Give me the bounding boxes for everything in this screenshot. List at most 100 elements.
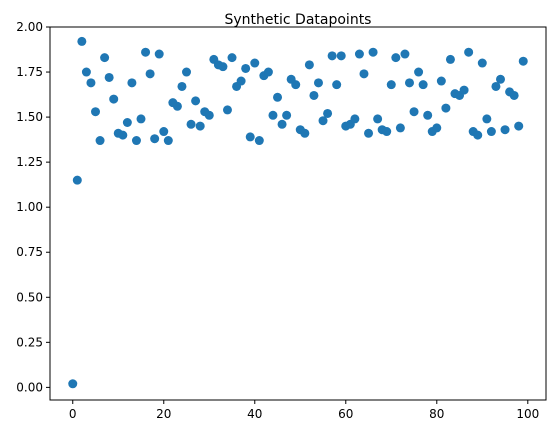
data-points (68, 36, 528, 389)
y-tick-label: 0.75 (16, 245, 43, 259)
data-point (364, 128, 374, 138)
data-point (268, 110, 278, 120)
data-point (172, 101, 182, 111)
data-point (163, 136, 173, 146)
data-point (218, 62, 228, 72)
y-tick-label: 0.25 (16, 335, 43, 349)
data-point (486, 127, 496, 137)
data-point (150, 134, 160, 144)
y-tick-label: 1.25 (16, 155, 43, 169)
x-tick-label: 0 (69, 407, 77, 421)
y-tick-label: 1.50 (16, 110, 43, 124)
data-point (104, 72, 114, 82)
data-point (395, 123, 405, 133)
data-point (359, 69, 369, 79)
data-point (191, 96, 201, 106)
data-point (482, 114, 492, 124)
data-point (441, 103, 451, 113)
data-point (195, 121, 205, 131)
x-axis: 0 20 40 60 80 100 (69, 400, 539, 421)
data-point (459, 85, 469, 95)
data-point (404, 78, 414, 88)
x-tick-label: 40 (247, 407, 262, 421)
data-point (409, 107, 419, 117)
data-point (418, 80, 428, 90)
data-point (122, 118, 132, 127)
data-point (131, 136, 141, 146)
data-point (204, 110, 214, 120)
data-point (227, 53, 237, 63)
data-point (186, 119, 196, 129)
y-axis: 0.00 0.25 0.50 0.75 1.00 1.25 1.50 1.75 2.00 (16, 20, 50, 394)
data-point (136, 114, 146, 124)
data-point (336, 51, 346, 61)
data-point (250, 58, 260, 68)
data-point (300, 128, 310, 138)
data-point (263, 67, 273, 77)
y-tick-label: 1.00 (16, 200, 43, 214)
data-point (373, 114, 383, 124)
data-point (72, 175, 82, 185)
data-point (473, 130, 483, 140)
data-point (245, 132, 255, 142)
data-point (391, 53, 401, 63)
data-point (518, 56, 528, 66)
data-point (423, 110, 433, 120)
data-point (477, 58, 487, 68)
data-point (436, 76, 446, 86)
data-point (309, 90, 319, 100)
x-tick-label: 60 (338, 407, 353, 421)
data-point (382, 127, 392, 137)
y-tick-label: 2.00 (16, 20, 43, 34)
y-tick-label: 1.75 (16, 65, 43, 79)
chart-title: Synthetic Datapoints (225, 12, 372, 28)
data-point (154, 49, 164, 59)
data-point (354, 49, 364, 59)
data-point (236, 76, 246, 86)
data-point (318, 116, 328, 126)
plot-frame (49, 26, 547, 401)
data-point (464, 47, 474, 57)
data-point (141, 47, 151, 57)
data-point (313, 78, 323, 88)
data-point (500, 125, 510, 135)
data-point (277, 119, 287, 129)
data-point (509, 90, 519, 100)
data-point (177, 81, 187, 91)
data-point (127, 78, 137, 88)
x-tick-label: 100 (516, 407, 539, 421)
data-point (414, 67, 424, 77)
data-point (109, 94, 119, 104)
x-tick-label: 20 (156, 407, 171, 421)
data-point (118, 130, 128, 140)
data-point (86, 78, 96, 88)
data-point (327, 51, 337, 61)
x-tick-label: 80 (429, 407, 444, 421)
data-point (222, 105, 232, 115)
data-point (241, 63, 251, 73)
data-point (496, 74, 505, 84)
data-point (332, 80, 342, 90)
data-point (386, 80, 396, 90)
data-point (291, 80, 301, 90)
data-point (323, 108, 333, 118)
data-point (77, 36, 87, 46)
data-point (254, 136, 264, 146)
y-tick-label: 0.00 (16, 380, 43, 394)
y-tick-label: 0.50 (16, 290, 43, 304)
data-point (368, 47, 378, 57)
data-point (432, 123, 442, 133)
data-point (95, 136, 105, 146)
data-point (100, 53, 110, 63)
data-point (68, 379, 78, 389)
data-point (282, 110, 292, 120)
data-point (182, 67, 192, 77)
data-point (81, 67, 91, 77)
data-point (514, 121, 524, 131)
data-point (304, 60, 314, 70)
data-point (400, 49, 410, 59)
data-point (91, 107, 100, 117)
data-point (491, 81, 501, 91)
data-point (350, 114, 360, 124)
